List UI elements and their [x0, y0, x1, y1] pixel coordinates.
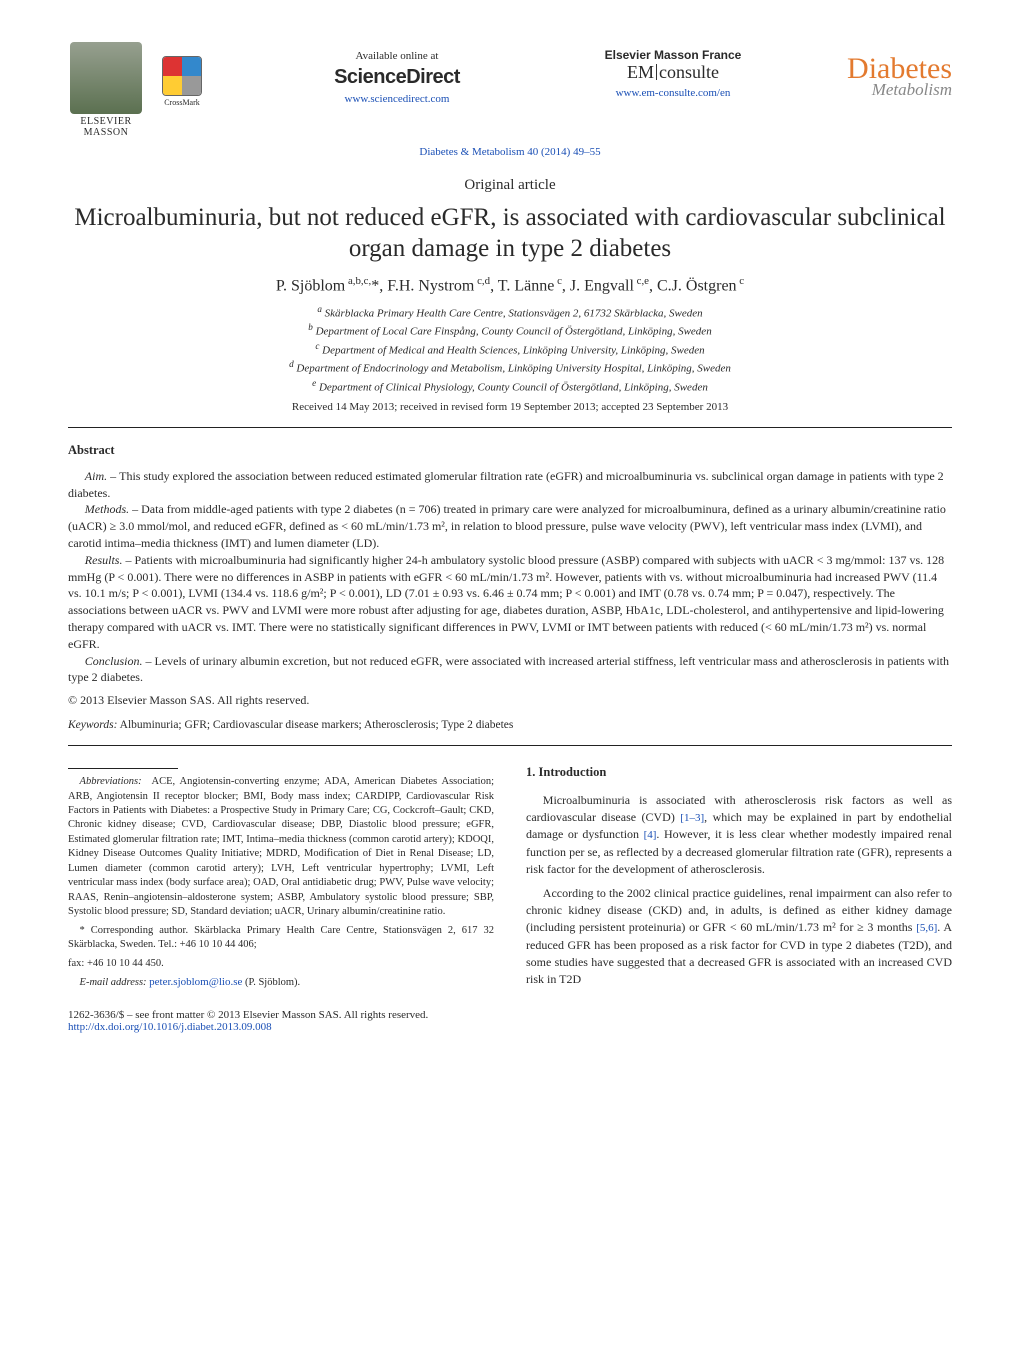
right-column: 1. Introduction Microalbuminuria is asso… — [526, 764, 952, 995]
abstract-section: Abstract Aim. – This study explored the … — [68, 442, 952, 709]
keywords-line: Keywords: Albuminuria; GFR; Cardiovascul… — [68, 719, 952, 731]
elsevier-masson-label: ELSEVIERMASSON — [80, 116, 131, 138]
corresponding-email-link[interactable]: peter.sjoblom@lio.se — [149, 976, 242, 988]
abstract-aim: Aim. – This study explored the associati… — [68, 468, 952, 502]
affiliation-c: c Department of Medical and Health Scien… — [68, 340, 952, 359]
sciencedirect-block: Available online at ScienceDirect www.sc… — [220, 42, 574, 107]
divider-top — [68, 427, 952, 428]
sciencedirect-wordmark: ScienceDirect — [220, 66, 574, 89]
journal-citation-line: Diabetes & Metabolism 40 (2014) 49–55 — [68, 144, 952, 159]
ref-link-4[interactable]: [4] — [644, 829, 657, 841]
article-title: Microalbuminuria, but not reduced eGFR, … — [68, 202, 952, 265]
em-consulte-block: Elsevier Masson France EMconsulte www.em… — [588, 42, 758, 101]
affiliation-d: d Department of Endocrinology and Metabo… — [68, 358, 952, 377]
intro-paragraph-1: Microalbuminuria is associated with athe… — [526, 792, 952, 878]
journal-brand-logo: Diabetes Metabolism — [772, 42, 952, 100]
em-consulte-wordmark: EMconsulte — [588, 62, 758, 83]
crossmark-icon — [162, 56, 202, 96]
consulte-part: consulte — [659, 62, 719, 82]
abstract-conclusion: Conclusion. – Levels of urinary albumin … — [68, 653, 952, 687]
abstract-copyright: © 2013 Elsevier Masson SAS. All rights r… — [68, 692, 952, 709]
elsevier-tree-icon — [70, 42, 142, 114]
abstract-heading: Abstract — [68, 442, 952, 460]
crossmark-badge[interactable]: CrossMark — [158, 56, 206, 107]
article-type-label: Original article — [68, 177, 952, 194]
issn-frontmatter-line: 1262-3636/$ – see front matter © 2013 El… — [68, 1009, 952, 1021]
divider-bottom — [68, 745, 952, 746]
footnote-block: Abbreviations: ACE, Angiotensin-converti… — [68, 768, 494, 995]
crossmark-label: CrossMark — [164, 98, 200, 107]
em-consulte-link[interactable]: www.em-consulte.com/en — [616, 87, 731, 99]
keywords-value: Albuminuria; GFR; Cardiovascular disease… — [120, 719, 514, 731]
doi-link[interactable]: http://dx.doi.org/10.1016/j.diabet.2013.… — [68, 1021, 272, 1033]
intro-paragraph-2: According to the 2002 clinical practice … — [526, 885, 952, 988]
affiliations-block: a Skärblacka Primary Health Care Centre,… — [68, 303, 952, 396]
elsevier-masson-logo: ELSEVIERMASSON — [68, 42, 144, 138]
page-footer: 1262-3636/$ – see front matter © 2013 El… — [68, 1009, 952, 1033]
elsevier-masson-france-label: Elsevier Masson France — [588, 48, 758, 62]
abstract-methods: Methods. – Data from middle-aged patient… — [68, 501, 952, 551]
abstract-results: Results. – Patients with microalbuminuri… — [68, 552, 952, 653]
sciencedirect-link[interactable]: www.sciencedirect.com — [345, 93, 450, 105]
left-column: Abbreviations: ACE, Angiotensin-converti… — [68, 764, 494, 995]
available-online-label: Available online at — [220, 50, 574, 62]
em-part: EM — [627, 62, 654, 82]
email-footnote: E-mail address: peter.sjoblom@lio.se (P.… — [68, 975, 494, 990]
two-column-body: Abbreviations: ACE, Angiotensin-converti… — [68, 764, 952, 995]
affiliation-e: e Department of Clinical Physiology, Cou… — [68, 377, 952, 396]
article-dates: Received 14 May 2013; received in revise… — [68, 401, 952, 413]
journal-citation-link[interactable]: Diabetes & Metabolism 40 (2014) 49–55 — [419, 146, 600, 158]
abbreviations-footnote: Abbreviations: ACE, Angiotensin-converti… — [68, 775, 494, 920]
footnote-rule — [68, 768, 178, 769]
author-list: P. Sjöblom a,b,c,*, F.H. Nystrom c,d, T.… — [68, 275, 952, 295]
affiliation-b: b Department of Local Care Finspång, Cou… — [68, 321, 952, 340]
fax-footnote: fax: +46 10 10 44 450. — [68, 957, 494, 971]
affiliation-a: a Skärblacka Primary Health Care Centre,… — [68, 303, 952, 322]
keywords-label: Keywords: — [68, 719, 117, 731]
journal-header: ELSEVIERMASSON CrossMark Available onlin… — [68, 42, 952, 138]
corresponding-author-footnote: * Corresponding author. Skärblacka Prima… — [68, 924, 494, 953]
introduction-heading: 1. Introduction — [526, 764, 952, 782]
ref-link-5-6[interactable]: [5,6] — [916, 922, 937, 934]
ref-link-1-3[interactable]: [1–3] — [680, 812, 704, 824]
